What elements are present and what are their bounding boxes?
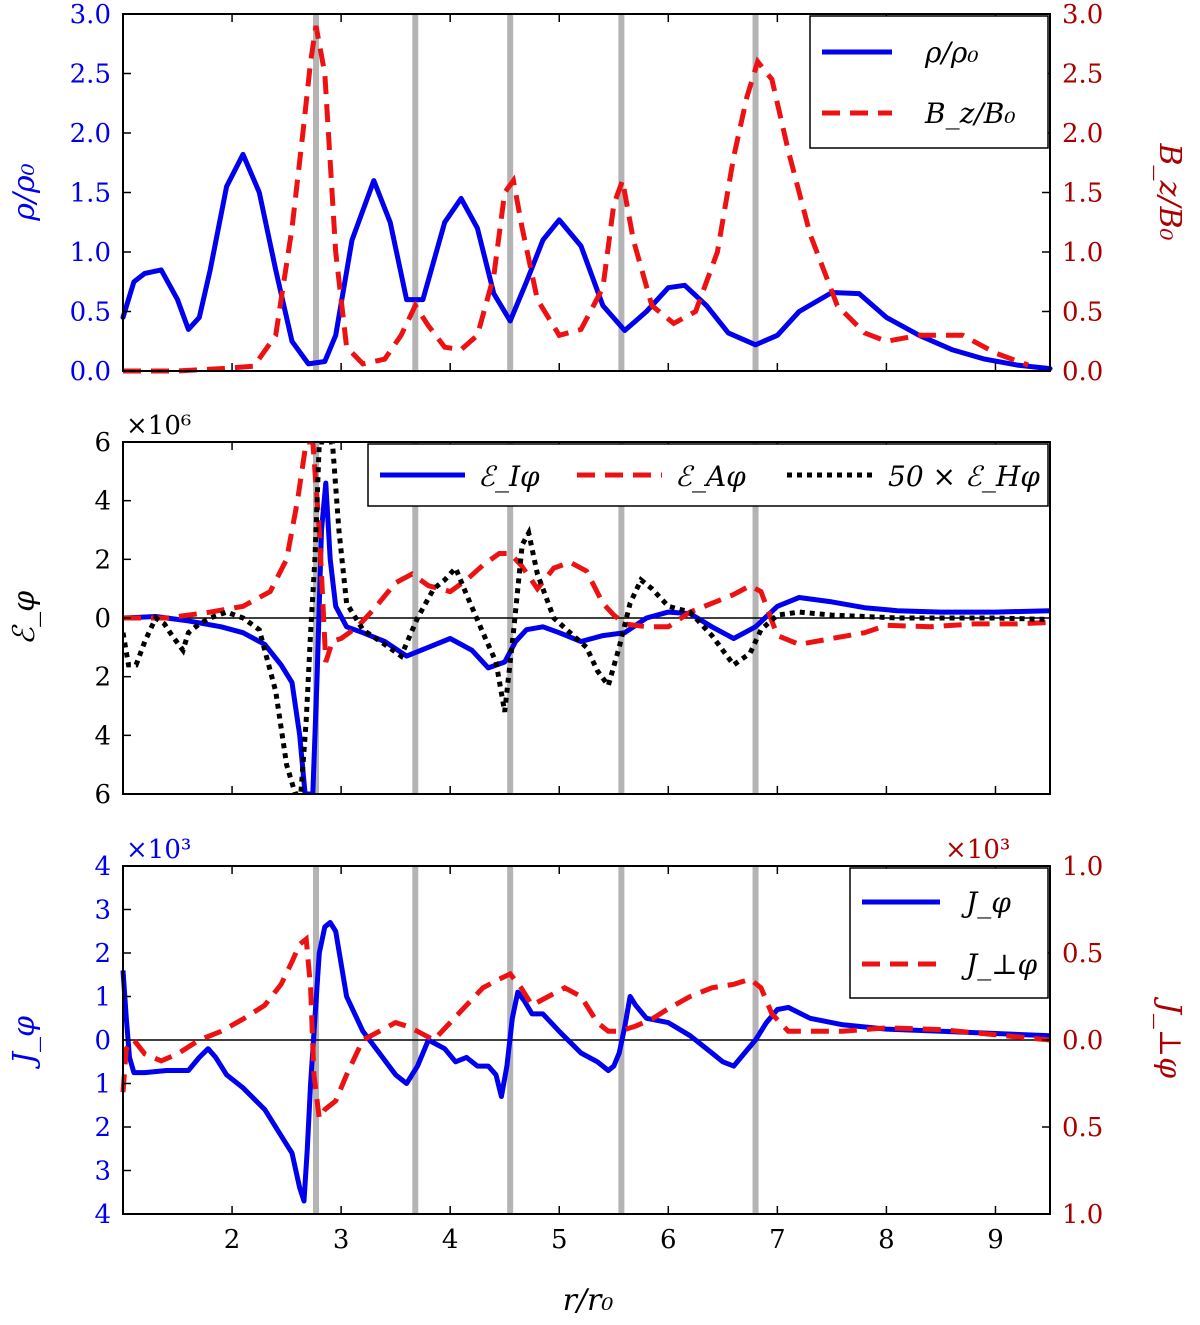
- ytick-label: 0.0: [70, 357, 111, 387]
- j-perp-line: [120, 934, 1051, 1126]
- p2-legend: ℰ_Iφ ℰ_Aφ 50 × ℰ_Hφ: [367, 443, 1049, 507]
- ytick-label: 3.0: [70, 0, 111, 30]
- ytick-label: 1.0: [70, 238, 111, 268]
- p1-ylabel: ρ/ρ₀: [7, 163, 42, 221]
- emf-panel: 6 4 2 0 2 4 6 ×10⁶ ℰ_φ ℰ_Iφ ℰ_Aφ 50 × ℰ_Hφ: [7, 411, 1051, 810]
- ytick-label: 1: [94, 983, 111, 1013]
- density-panel: 0.0 0.5 1.0 1.5 2.0 2.5 3.0 0.0 0.5 1.0 1.5 2.0 2.5…: [7, 0, 1187, 387]
- p3-legend-box: [849, 867, 1049, 999]
- ytick-label: 2: [94, 939, 111, 969]
- ytick-label: 4: [94, 487, 111, 517]
- p3-legend-j: J_φ: [961, 886, 1011, 919]
- ytick-label: 0.0: [1062, 357, 1103, 387]
- p3-xlabel: r/r₀: [563, 1283, 614, 1318]
- p3-multiplier: ×10³: [126, 835, 191, 865]
- p1-legend-box: [809, 15, 1049, 149]
- ytick-label: 0: [94, 1026, 111, 1056]
- p2-legend-box: [367, 443, 1049, 507]
- p3-yticks-right: 1.0 0.5 0.0 0.5 1.0: [1042, 852, 1103, 1230]
- ytick-label: 0.5: [1062, 939, 1103, 969]
- xtick-label: 5: [551, 1225, 568, 1255]
- ytick-label: 2.0: [1062, 119, 1103, 149]
- p3-ylabel: J_φ: [7, 1016, 42, 1070]
- p3-multiplier-right: ×10³: [945, 835, 1010, 865]
- ytick-label: 4: [94, 1200, 111, 1230]
- p1-yticks-right: 0.0 0.5 1.0 1.5 2.0 2.5 3.0: [1042, 0, 1103, 387]
- p2-legend-ea: ℰ_Aφ: [675, 460, 746, 493]
- p3-legend: J_φ J_⊥φ: [849, 867, 1049, 999]
- p1-legend: ρ/ρ₀ B_z/B₀: [809, 15, 1049, 149]
- p2-ylabel: ℰ_φ: [7, 591, 42, 645]
- xtick-label: 3: [333, 1225, 350, 1255]
- xtick-label: 6: [660, 1225, 677, 1255]
- p3-ylabel-right: J_⊥φ: [1152, 996, 1187, 1078]
- ytick-label: 3: [94, 896, 111, 926]
- p2-yticks: 6 4 2 0 2 4 6: [94, 428, 131, 810]
- ea-line: [123, 442, 1050, 663]
- ytick-label: 1.0: [1062, 238, 1103, 268]
- ytick-label: 1: [94, 1070, 111, 1100]
- j-phi-line: [120, 920, 1051, 1204]
- ytick-label: 0: [94, 604, 111, 634]
- xtick-label: 8: [878, 1225, 895, 1255]
- ytick-label: 2.5: [1062, 60, 1103, 90]
- ytick-label: 3: [94, 1157, 111, 1187]
- ytick-label: 4: [94, 721, 111, 751]
- ytick-label: 1.5: [1062, 179, 1103, 209]
- xtick-label: 2: [224, 1225, 241, 1255]
- ytick-label: 3.0: [1062, 0, 1103, 30]
- ytick-label: 0.5: [1062, 1113, 1103, 1143]
- p1-ylabel-right: B_z/B₀: [1152, 142, 1187, 240]
- p3-xticks: 2 3 4 5 6 7 8 9: [224, 866, 1004, 1255]
- ei-line: [123, 480, 1050, 794]
- xtick-label: 9: [987, 1225, 1004, 1255]
- ytick-label: 2.0: [70, 119, 111, 149]
- p2-legend-ei: ℰ_Iφ: [478, 460, 540, 493]
- xtick-label: 7: [769, 1225, 786, 1255]
- ytick-label: 1.0: [1062, 852, 1103, 882]
- bz-line: [123, 25, 1030, 374]
- eh-line: [123, 442, 1050, 794]
- p2-legend-eh: 50 × ℰ_Hφ: [888, 460, 1040, 493]
- ytick-label: 4: [94, 852, 111, 882]
- ytick-label: 1.0: [1062, 1200, 1103, 1230]
- ytick-label: 0.5: [1062, 298, 1103, 328]
- p1-legend-rho: ρ/ρ₀: [924, 36, 979, 69]
- ytick-label: 2.5: [70, 60, 111, 90]
- ytick-label: 0.0: [1062, 1026, 1103, 1056]
- ytick-label: 2: [94, 1113, 111, 1143]
- ytick-label: 6: [94, 780, 111, 810]
- p1-yticks-left: 0.0 0.5 1.0 1.5 2.0 2.5 3.0: [70, 0, 131, 387]
- ytick-label: 6: [94, 428, 111, 458]
- p1-legend-bz: B_z/B₀: [924, 97, 1016, 130]
- p1-vlines: [313, 14, 759, 371]
- p3-legend-jp: J_⊥φ: [961, 948, 1038, 981]
- rho-line: [120, 151, 1053, 372]
- ytick-label: 2: [94, 545, 111, 575]
- ytick-label: 0.5: [70, 298, 111, 328]
- p2-multiplier: ×10⁶: [126, 411, 191, 441]
- p3-yticks-left: 4 3 2 1 0 1 2 3 4: [94, 852, 131, 1230]
- ytick-label: 2: [94, 663, 111, 693]
- ytick-label: 1.5: [70, 179, 111, 209]
- xtick-label: 4: [442, 1225, 459, 1255]
